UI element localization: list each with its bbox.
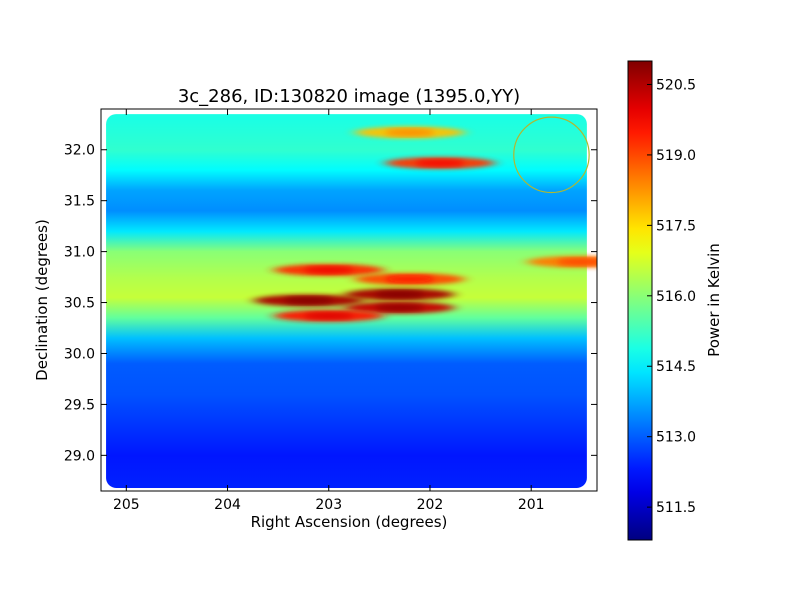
y-tick-label: 29.5 — [64, 397, 95, 413]
y-axis-ticks: 29.0 29.5 30.0 30.5 31.0 31.5 32.0 — [64, 143, 597, 464]
source-marker — [513, 116, 590, 194]
colorbar-tick-label: 517.5 — [656, 218, 696, 234]
x-axis-label: Right Ascension (degrees) — [251, 513, 448, 531]
plot-frame — [100, 108, 598, 492]
colorbar-tick-label: 519.0 — [656, 148, 696, 164]
hotspot-core — [304, 266, 354, 274]
y-tick-label: 30.5 — [64, 296, 95, 312]
hotspot-core — [374, 304, 425, 311]
hotspot-core — [374, 291, 425, 298]
colorbar: 511.5 513.0 514.5 516.0 517.5 519.0 520.5 Powe… — [627, 60, 723, 541]
x-tick-label: 203 — [315, 497, 342, 513]
x-tick-label: 201 — [518, 497, 545, 513]
heatmap-image — [106, 114, 597, 488]
colorbar-tick-label: 511.5 — [656, 500, 696, 516]
hotspot-core — [283, 297, 334, 304]
colorbar-gradient — [627, 60, 653, 541]
x-tick-label: 205 — [113, 497, 140, 513]
x-axis-ticks: 205 204 203 202 201 — [113, 109, 545, 513]
x-tick-label: 202 — [417, 497, 444, 513]
hotspot-core — [384, 275, 435, 283]
hotspot-core — [304, 312, 354, 320]
y-tick-label: 31.0 — [64, 245, 95, 261]
colorbar-ticks: 511.5 513.0 514.5 516.0 517.5 519.0 520.5 — [647, 77, 696, 516]
colorbar-tick-label: 513.0 — [656, 430, 696, 446]
y-tick-label: 29.0 — [64, 448, 95, 464]
hotspot-core — [415, 159, 465, 167]
colorbar-tick-label: 514.5 — [656, 359, 696, 375]
y-tick-label: 30.0 — [64, 346, 95, 362]
hotspot-core — [384, 129, 435, 136]
hotspot-core — [557, 258, 597, 266]
y-axis-label: Declination (degrees) — [33, 219, 51, 381]
y-tick-label: 31.5 — [64, 194, 95, 210]
chart-title: 3c_286, ID:130820 image (1395.0,YY) — [178, 86, 520, 107]
x-tick-label: 204 — [214, 497, 241, 513]
colorbar-label: Power in Kelvin — [705, 243, 723, 357]
colorbar-tick-label: 520.5 — [656, 77, 696, 93]
y-tick-label: 32.0 — [64, 143, 95, 159]
plot-area: 205 204 203 202 201 29.0 29.5 30.0 30.5 31.0 31.5… — [64, 108, 598, 513]
colorbar-tick-label: 516.0 — [656, 289, 696, 305]
